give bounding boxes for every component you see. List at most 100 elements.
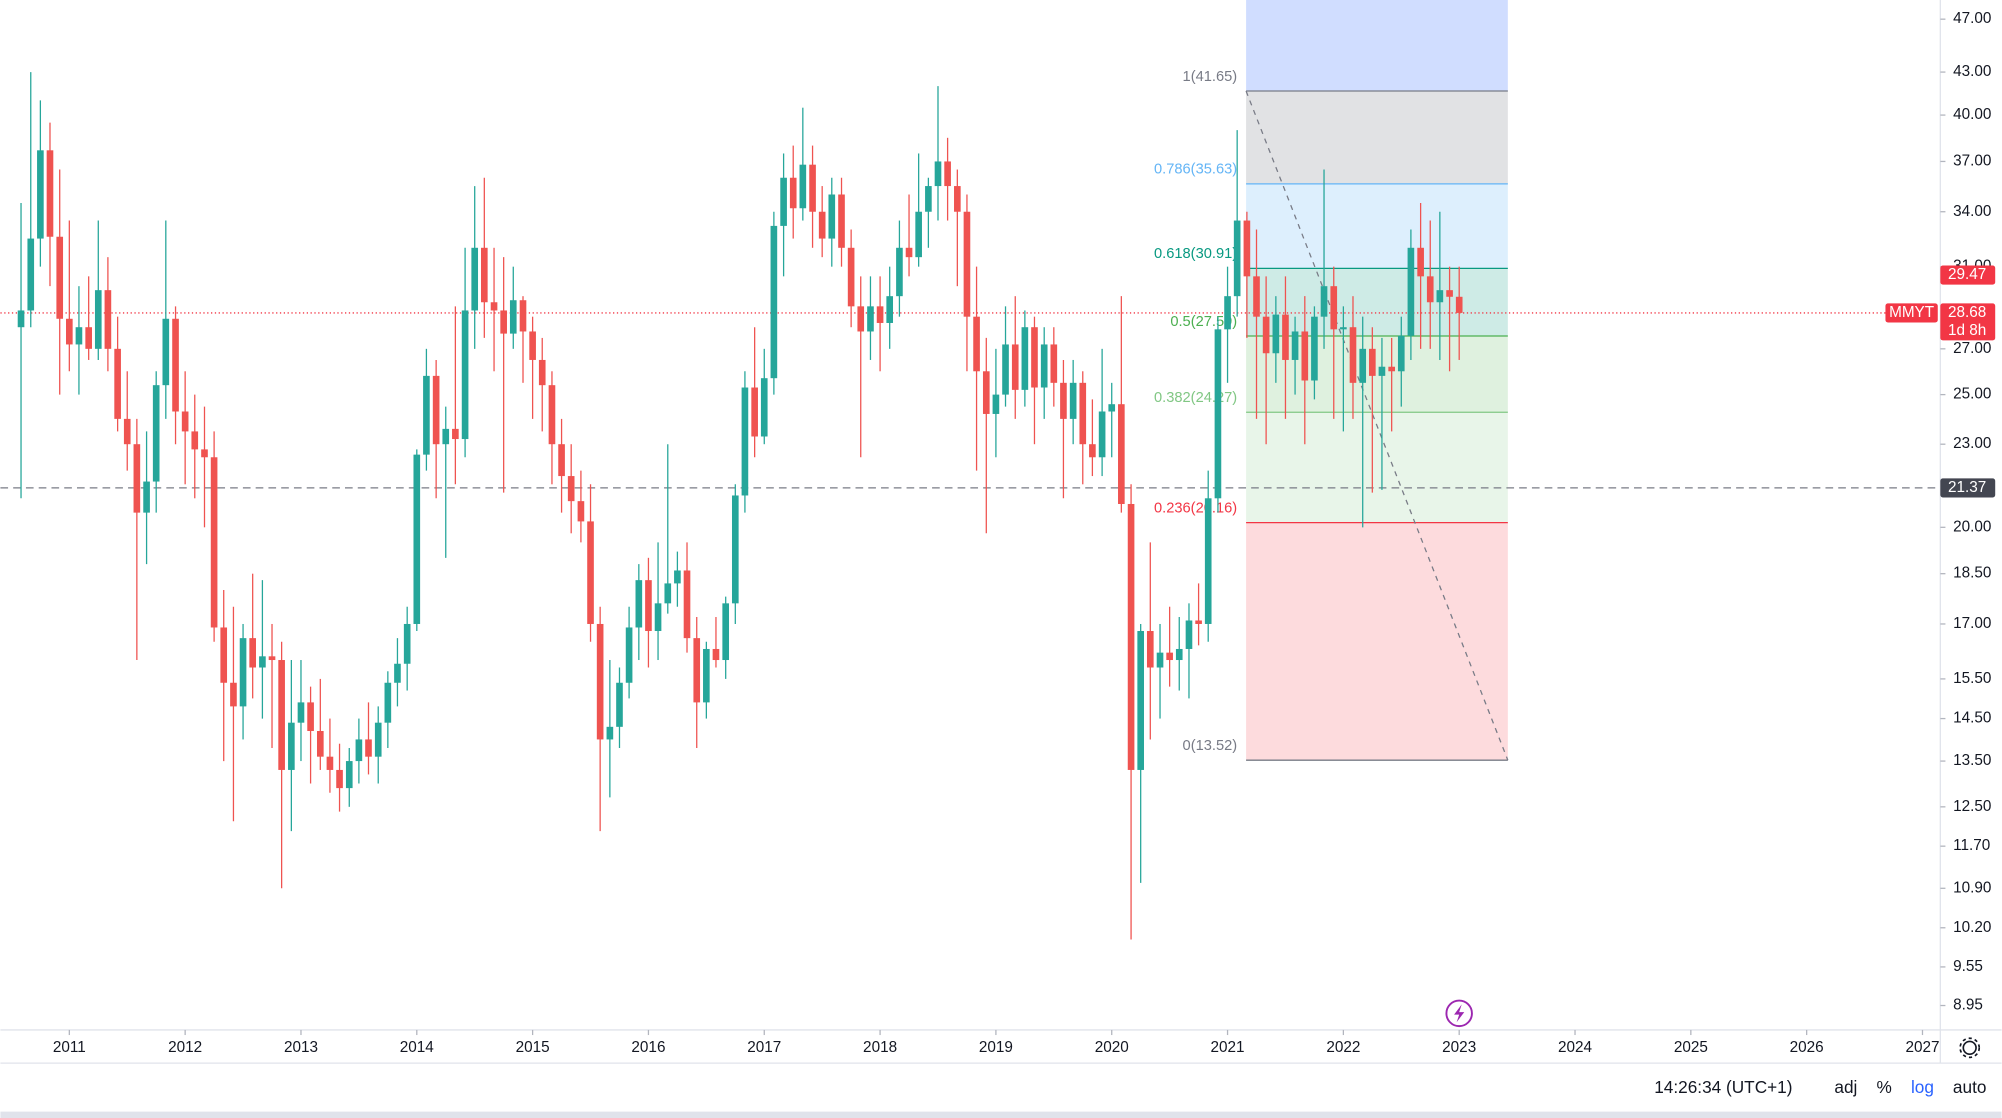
fib-level-label: 0.236(20.16) bbox=[1154, 500, 1237, 516]
candle-body bbox=[1436, 290, 1444, 303]
x-tick-label: 2017 bbox=[747, 1039, 781, 1056]
candle-body bbox=[838, 194, 845, 248]
candle-body bbox=[1378, 366, 1386, 376]
candle-body bbox=[954, 186, 961, 212]
toolbar-button[interactable]: adj bbox=[1834, 1077, 1857, 1097]
candle-body bbox=[731, 495, 739, 604]
lightning-icon[interactable] bbox=[1445, 999, 1473, 1028]
fib-zone bbox=[1246, 0, 1508, 92]
candle-body bbox=[1388, 366, 1395, 372]
candle-body bbox=[37, 150, 44, 239]
candle-body bbox=[384, 682, 392, 723]
price-box bbox=[1940, 303, 1996, 341]
candle-body bbox=[828, 194, 836, 239]
toolbar-button[interactable]: auto bbox=[1953, 1077, 1987, 1097]
y-tick-label: 20.00 bbox=[1953, 518, 1991, 535]
candle-body bbox=[1214, 329, 1222, 499]
x-tick-label: 2016 bbox=[631, 1039, 665, 1056]
candle-body bbox=[230, 682, 237, 707]
gear-ring bbox=[1962, 1040, 1977, 1056]
toolbar-button[interactable]: % bbox=[1877, 1077, 1892, 1097]
x-tick-label: 2014 bbox=[400, 1039, 435, 1056]
candle-body bbox=[915, 211, 922, 258]
candle-body bbox=[1118, 404, 1125, 504]
candle-body bbox=[925, 186, 932, 212]
candle-body bbox=[741, 387, 749, 496]
candle-body bbox=[558, 444, 565, 477]
clock: 14:26:34 (UTC+1) bbox=[1654, 1077, 1792, 1097]
fib-level-label: 0(13.52) bbox=[1183, 738, 1238, 754]
candle-body bbox=[461, 310, 469, 440]
candle-body bbox=[220, 627, 228, 683]
candle-body bbox=[66, 318, 73, 345]
candle-body bbox=[1301, 331, 1309, 381]
y-tick-label: 10.20 bbox=[1953, 919, 1991, 936]
fib-zone bbox=[1246, 335, 1508, 413]
toolbar-button[interactable]: log bbox=[1911, 1077, 1934, 1097]
candle-body bbox=[1146, 631, 1154, 668]
candle-body bbox=[1282, 314, 1289, 360]
candle-body bbox=[1262, 316, 1270, 354]
candle-body bbox=[1426, 276, 1434, 303]
candle-body bbox=[664, 583, 672, 604]
candle-body bbox=[1407, 247, 1415, 336]
candle-body bbox=[336, 769, 343, 789]
candle-body bbox=[577, 501, 585, 522]
candle-body bbox=[712, 648, 720, 661]
candle-body bbox=[1185, 620, 1193, 649]
candle-body bbox=[944, 161, 951, 187]
candle-body bbox=[297, 702, 305, 723]
x-tick-label: 2022 bbox=[1326, 1039, 1360, 1056]
candle-body bbox=[509, 300, 517, 334]
candle-body bbox=[1021, 327, 1029, 390]
candle-body bbox=[403, 623, 411, 664]
candle-body bbox=[500, 310, 507, 334]
settings-icon[interactable] bbox=[1959, 1037, 1981, 1059]
candle-body bbox=[963, 211, 971, 317]
candle-body bbox=[143, 481, 150, 513]
candle-body bbox=[857, 306, 865, 332]
candle-body bbox=[114, 348, 121, 419]
candle-body bbox=[1417, 247, 1424, 277]
fib-level-label: 0.618(30.91) bbox=[1154, 246, 1237, 262]
y-tick-label: 23.00 bbox=[1953, 435, 1991, 452]
fib-trend-line bbox=[1245, 90, 1509, 761]
y-tick-label: 34.00 bbox=[1953, 203, 1991, 220]
candle-body bbox=[606, 726, 614, 740]
candle-body bbox=[548, 385, 556, 445]
y-tick-label: 14.50 bbox=[1953, 710, 1991, 727]
candle-body bbox=[181, 411, 189, 432]
x-tick-label: 2025 bbox=[1674, 1039, 1708, 1056]
candle-body bbox=[1253, 276, 1260, 317]
candle-body bbox=[1079, 382, 1087, 445]
x-tick-label: 2011 bbox=[53, 1039, 86, 1056]
candle-body bbox=[355, 739, 363, 762]
plot-area: 1(41.65) 0.786(35.63) 0.618(30.91) 0.5(27.5… bbox=[0, 0, 1938, 940]
candle-body bbox=[1272, 314, 1280, 354]
candle-body bbox=[471, 247, 479, 311]
x-tick-label: 2023 bbox=[1442, 1039, 1476, 1056]
bottom-strip bbox=[0, 1111, 2002, 1118]
candle-body bbox=[1330, 286, 1338, 330]
candle-body bbox=[172, 318, 179, 412]
y-tick-label: 37.00 bbox=[1953, 152, 1991, 169]
candle-body bbox=[780, 177, 787, 226]
candle-body bbox=[1291, 331, 1299, 360]
prev-close-box bbox=[1940, 265, 1996, 285]
candle-body bbox=[123, 418, 131, 445]
candle-body bbox=[538, 359, 546, 386]
fib-level-label: 1(41.65) bbox=[1183, 69, 1238, 85]
candle-body bbox=[1359, 348, 1367, 383]
lightning-bolt bbox=[1454, 1004, 1465, 1023]
candle-body bbox=[1060, 382, 1067, 419]
y-tick-label: 18.50 bbox=[1953, 565, 1991, 582]
candle-body bbox=[973, 316, 980, 372]
candle-body bbox=[452, 428, 459, 440]
candle-body bbox=[751, 387, 758, 437]
candle-body bbox=[818, 211, 826, 239]
candle-body bbox=[896, 247, 903, 297]
fib-zone bbox=[1246, 91, 1508, 184]
x-tick-label: 2019 bbox=[979, 1039, 1013, 1056]
candle-body bbox=[133, 444, 141, 513]
